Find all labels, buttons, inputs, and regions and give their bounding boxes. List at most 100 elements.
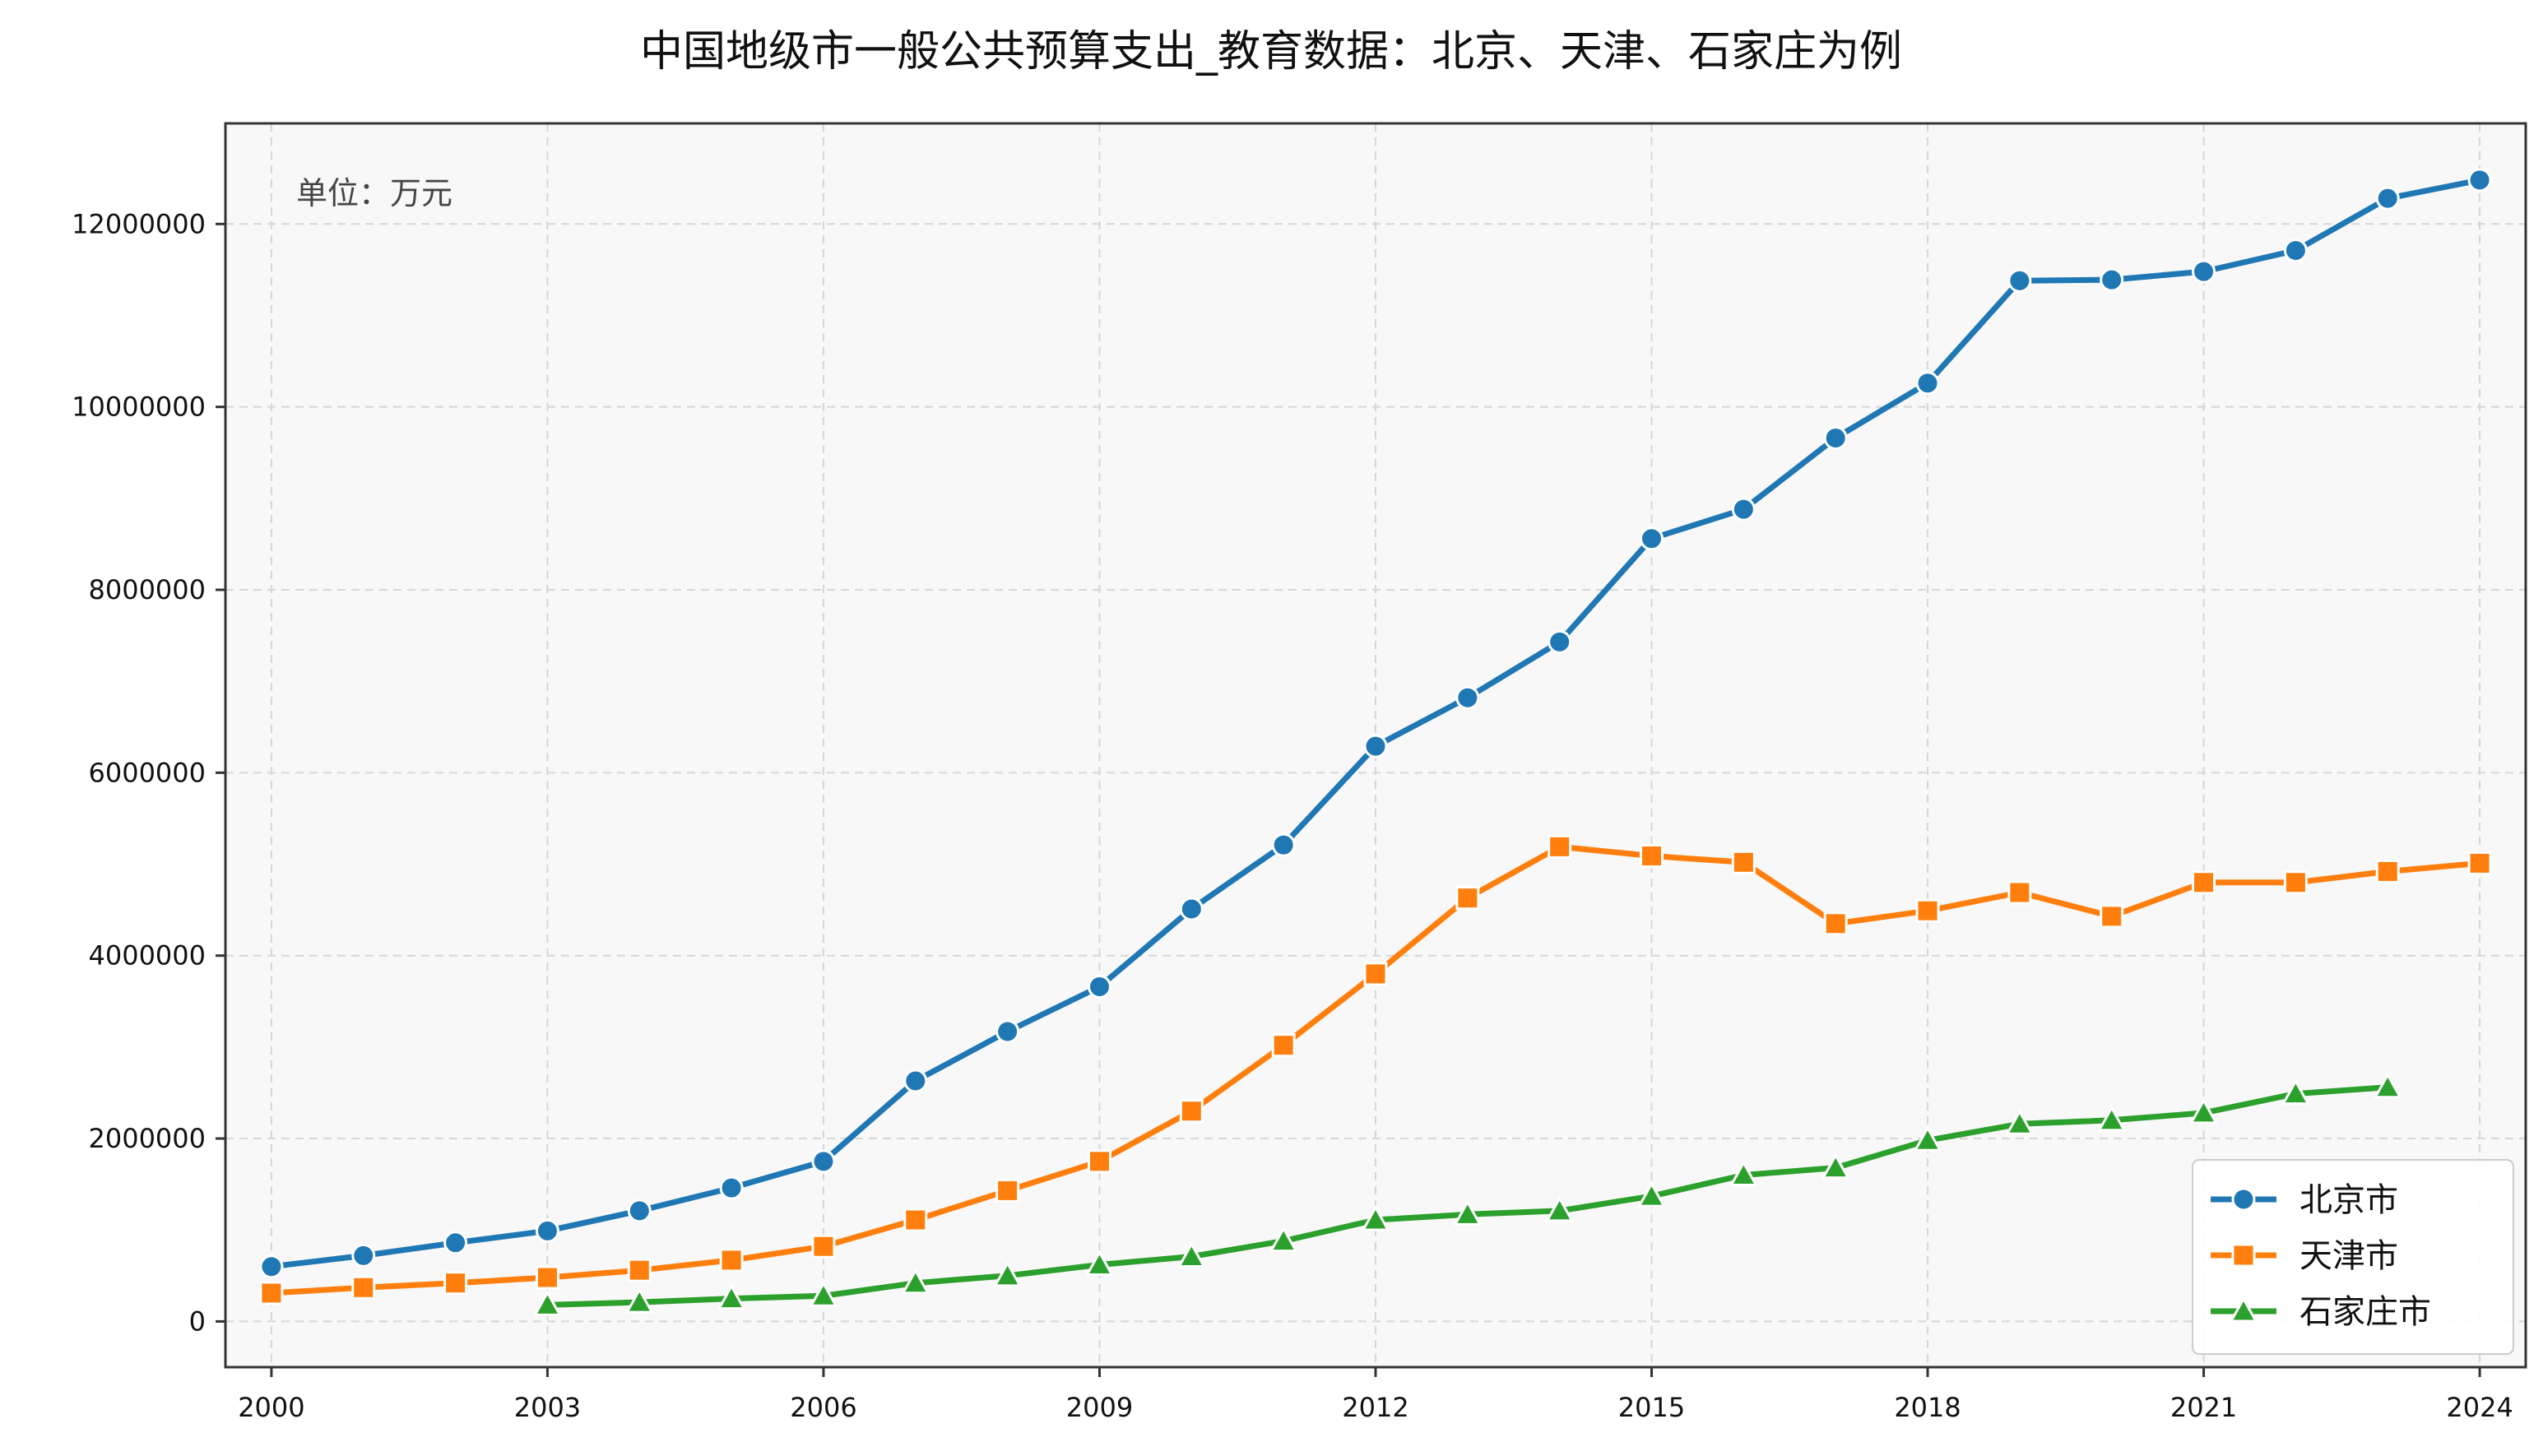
data-point-0 (1915, 371, 1940, 396)
chart-title: 中国地级市一般公共预算支出_教育数据：北京、天津、石家庄为例 (640, 27, 1902, 77)
y-tick-label: 12000000 (72, 208, 206, 239)
data-point-1 (1548, 834, 1572, 859)
data-point-0 (627, 1199, 652, 1223)
y-tick-label: 0 (189, 1305, 206, 1337)
data-point-2 (2005, 1109, 2035, 1135)
x-tick-label: 2021 (2170, 1392, 2237, 1423)
data-point-0 (719, 1175, 744, 1200)
series-markers (259, 168, 2492, 1316)
y-tick-label: 8000000 (88, 574, 206, 605)
data-point-0 (1640, 526, 1664, 551)
legend-box (2192, 1159, 2514, 1355)
data-point-1 (1915, 898, 1940, 923)
data-point-1 (627, 1258, 652, 1282)
data-point-0 (2007, 268, 2032, 293)
data-point-0 (2283, 239, 2308, 263)
data-point-0 (995, 1019, 1020, 1044)
data-point-0 (811, 1149, 836, 1174)
data-point-0 (443, 1231, 468, 1255)
data-point-0 (1455, 685, 1480, 710)
x-tick-label: 2018 (1894, 1392, 1961, 1423)
data-point-1 (903, 1208, 928, 1232)
data-point-0 (2100, 267, 2124, 292)
data-point-0 (2192, 259, 2216, 284)
data-point-0 (1823, 425, 1848, 450)
data-point-0 (1548, 629, 1572, 654)
y-axis: 0 2000000 4000000 6000000 8000000 10000000 120… (72, 208, 225, 1337)
data-point-0 (1731, 497, 1756, 522)
data-point-0 (1179, 897, 1204, 921)
data-point-0 (2467, 168, 2492, 192)
data-point-2 (2097, 1105, 2127, 1132)
data-point-2 (1729, 1160, 1758, 1187)
data-point-2 (993, 1260, 1023, 1287)
data-point-0 (259, 1254, 284, 1279)
data-point-1 (1823, 911, 1848, 936)
legend-marker (2231, 1243, 2256, 1268)
data-point-1 (2283, 870, 2308, 895)
data-point-2 (809, 1281, 838, 1307)
data-point-2 (1269, 1226, 1298, 1253)
data-point-2 (2189, 1097, 2219, 1124)
data-point-1 (995, 1178, 1020, 1203)
legend-label: 天津市 (2299, 1237, 2398, 1275)
data-point-1 (2467, 851, 2492, 875)
data-point-1 (1179, 1099, 1204, 1124)
data-point-1 (1271, 1033, 1296, 1058)
legend-label: 北京市 (2299, 1181, 2398, 1219)
data-point-1 (443, 1271, 468, 1296)
y-tick-label: 2000000 (88, 1123, 206, 1154)
data-point-2 (1545, 1195, 1575, 1222)
data-point-2 (1913, 1125, 1942, 1152)
data-point-0 (1271, 832, 1296, 857)
data-point-1 (719, 1248, 744, 1273)
x-axis: 2000 2003 2006 2009 2012 2015 2018 2021 2024 (238, 1367, 2513, 1423)
data-point-1 (2375, 859, 2400, 883)
data-point-2 (1636, 1181, 1667, 1208)
data-point-1 (535, 1265, 559, 1290)
data-point-1 (1640, 844, 1664, 869)
y-tick-label: 10000000 (72, 392, 206, 423)
data-point-1 (1363, 962, 1388, 986)
data-point-1 (2192, 870, 2216, 895)
x-tick-label: 2009 (1066, 1392, 1133, 1423)
data-point-1 (259, 1281, 284, 1305)
data-point-1 (1731, 850, 1756, 874)
data-point-2 (624, 1287, 654, 1314)
data-point-2 (1361, 1204, 1390, 1231)
y-tick-label: 6000000 (88, 757, 206, 788)
data-point-0 (351, 1243, 376, 1268)
data-point-2 (2281, 1078, 2310, 1106)
x-tick-label: 2003 (514, 1392, 581, 1423)
data-point-2 (2373, 1072, 2402, 1099)
x-tick-label: 2000 (238, 1392, 304, 1423)
data-point-1 (2100, 904, 2124, 929)
data-point-1 (2007, 880, 2032, 905)
data-point-1 (351, 1275, 376, 1300)
data-point-0 (2375, 186, 2400, 211)
data-point-2 (1821, 1152, 1850, 1180)
data-point-0 (903, 1069, 928, 1093)
legend-label: 石家庄市 (2299, 1293, 2431, 1331)
data-point-2 (717, 1283, 746, 1310)
data-point-1 (811, 1234, 836, 1259)
data-point-0 (1363, 734, 1388, 758)
x-tick-label: 2006 (790, 1392, 856, 1423)
data-point-0 (535, 1218, 559, 1243)
x-tick-label: 2024 (2446, 1392, 2513, 1423)
data-point-2 (1084, 1250, 1115, 1276)
legend-marker (2229, 1296, 2258, 1323)
data-point-0 (1087, 975, 1111, 999)
y-tick-label: 4000000 (88, 940, 206, 971)
data-point-2 (1176, 1241, 1206, 1268)
data-point-1 (1087, 1149, 1111, 1174)
data-point-2 (901, 1268, 930, 1295)
data-point-2 (1453, 1199, 1483, 1226)
legend-marker (2231, 1187, 2256, 1212)
data-point-1 (1455, 886, 1480, 911)
x-tick-label: 2012 (1342, 1392, 1408, 1423)
x-tick-label: 2015 (1618, 1392, 1685, 1423)
unit-annotation: 单位：万元 (296, 175, 452, 211)
